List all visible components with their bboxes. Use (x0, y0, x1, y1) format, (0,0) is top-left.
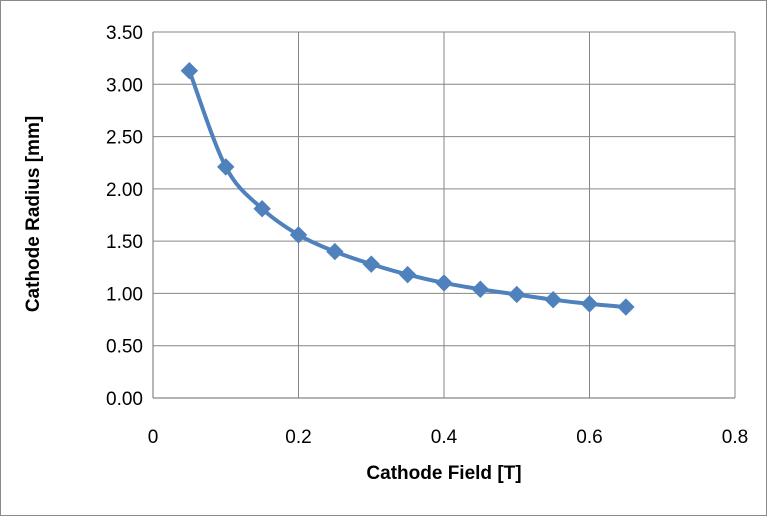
x-tick-labels: 0 0.2 0.4 0.6 0.8 (148, 427, 749, 448)
x-tick-label: 0 (148, 427, 159, 448)
x-tick-label: 0.6 (576, 427, 602, 448)
data-point-marker (580, 295, 599, 313)
y-tick-labels: 0.00 0.50 1.00 1.50 2.00 2.50 3.00 3.50 (106, 23, 143, 410)
data-point-marker (217, 158, 235, 176)
x-axis-title: Cathode Field [T] (366, 463, 521, 484)
data-point-marker (253, 200, 271, 218)
y-tick-label: 3.50 (106, 23, 143, 44)
data-point-marker (362, 255, 380, 273)
data-point-marker (544, 290, 562, 309)
y-tick-label: 3.00 (106, 75, 143, 96)
y-axis-title: Cathode Radius [mm] (23, 116, 44, 312)
data-point-marker (471, 280, 490, 298)
axes (152, 32, 735, 399)
data-point-marker (435, 274, 453, 292)
x-tick-label: 0.4 (431, 427, 458, 448)
y-tick-label: 1.50 (106, 232, 143, 253)
y-tick-label: 0.00 (106, 389, 143, 410)
data-point-marker (180, 61, 199, 80)
y-tick-label: 1.00 (106, 284, 143, 305)
data-point-marker (508, 285, 526, 304)
data-point-marker (398, 265, 417, 284)
gridlines (153, 31, 736, 398)
x-tick-label: 0.8 (722, 427, 748, 448)
data-point-marker (326, 242, 344, 261)
data-point-marker (289, 226, 308, 244)
data-point-marker (617, 298, 635, 316)
y-tick-label: 0.50 (106, 337, 143, 358)
y-tick-label: 2.50 (106, 128, 143, 149)
data-markers (180, 61, 635, 316)
y-tick-label: 2.00 (106, 180, 143, 201)
x-tick-label: 0.2 (285, 427, 311, 448)
